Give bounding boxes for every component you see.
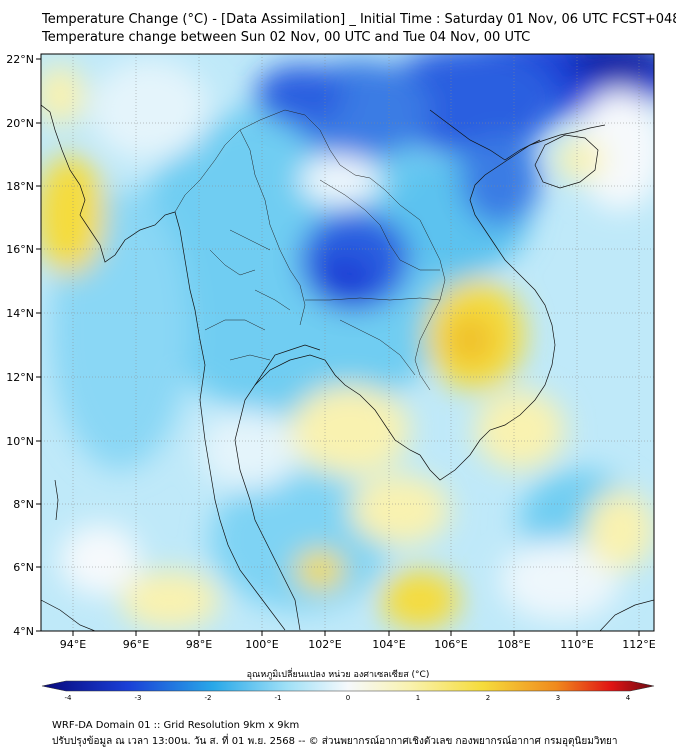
colorbar-label: 0	[346, 694, 350, 702]
lon-label: 100°E	[245, 638, 278, 651]
footer-model-info: WRF-DA Domain 01 :: Grid Resolution 9km …	[52, 720, 300, 731]
lon-label: 94°E	[60, 638, 86, 651]
lat-label: 18°N	[6, 180, 34, 193]
lat-label: 10°N	[6, 435, 34, 448]
map-subtitle: Temperature change between Sun 02 Nov, 0…	[42, 30, 531, 45]
lat-label: 16°N	[6, 243, 34, 256]
lat-label: 22°N	[6, 53, 34, 66]
colorbar: -4 -3 -2 -1 0 1 2 3 4	[41, 680, 655, 702]
lat-label: 20°N	[6, 117, 34, 130]
colorbar-label: 3	[556, 694, 560, 702]
lon-label: 98°E	[186, 638, 212, 651]
lon-label: 96°E	[123, 638, 149, 651]
temperature-field	[41, 54, 654, 631]
colorbar-label: -4	[65, 694, 73, 702]
lat-label: 8°N	[13, 498, 34, 511]
lon-label: 104°E	[372, 638, 405, 651]
colorbar-title: อุณหภูมิเปลี่ยนแปลง หน่วย องศาเซลเซียส (…	[246, 670, 430, 680]
lon-label: 110°E	[560, 638, 593, 651]
colorbar-bar	[41, 680, 655, 692]
borders	[174, 109, 446, 391]
colorbar-label: 2	[486, 694, 490, 702]
lat-label: 6°N	[13, 561, 34, 574]
longitude-axis: 94°E 96°E 98°E 100°E 102°E 104°E 106°E 1…	[60, 631, 656, 651]
colorbar-label: -1	[275, 694, 282, 702]
lon-label: 102°E	[308, 638, 341, 651]
footer-credit: ปรับปรุงข้อมูล ณ เวลา 13:00น. วัน ส. ที่…	[52, 736, 618, 747]
map-border	[40, 53, 655, 632]
colorbar-label: 4	[626, 694, 631, 702]
colorbar-label: -2	[205, 694, 212, 702]
latitude-axis: 22°N 20°N 18°N 16°N 14°N 12°N 10°N 8°N 6…	[6, 53, 41, 638]
lon-label: 108°E	[497, 638, 530, 651]
lon-label: 106°E	[434, 638, 467, 651]
map-title: Temperature Change (°C) - [Data Assimila…	[42, 12, 676, 27]
lat-label: 12°N	[6, 371, 34, 384]
colorbar-label: 1	[416, 694, 420, 702]
lat-label: 4°N	[13, 625, 34, 638]
lat-label: 14°N	[6, 307, 34, 320]
coastlines	[41, 104, 654, 631]
lon-label: 112°E	[622, 638, 655, 651]
colorbar-label: -3	[135, 694, 142, 702]
graticule	[41, 54, 654, 631]
